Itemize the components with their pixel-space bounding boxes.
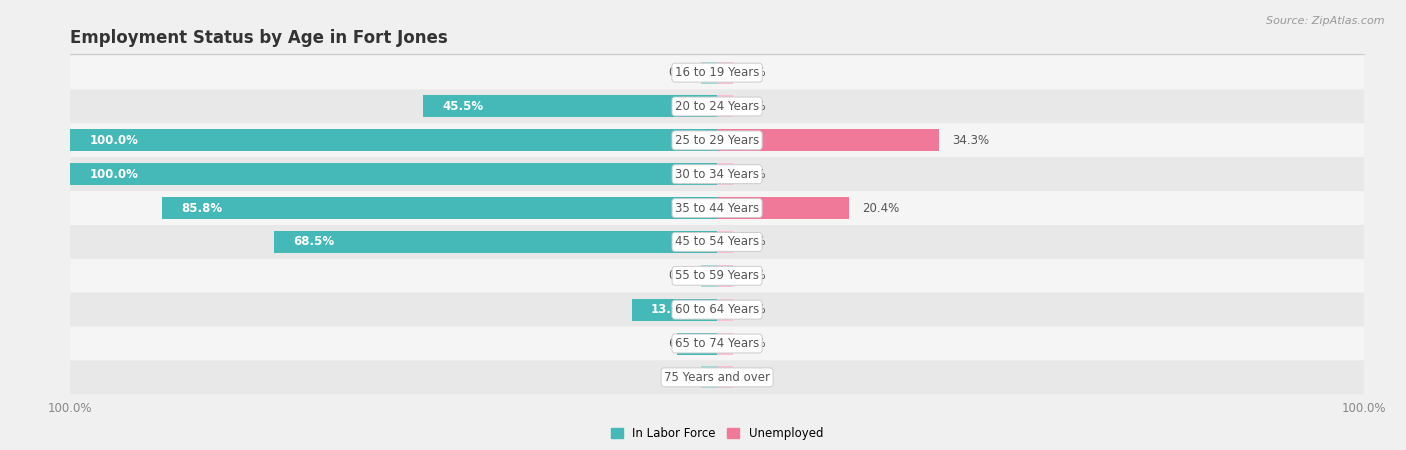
Bar	[717, 231, 734, 253]
Text: Source: ZipAtlas.com: Source: ZipAtlas.com	[1267, 16, 1385, 26]
Text: 100.0%: 100.0%	[90, 134, 139, 147]
Bar	[631, 299, 717, 321]
Bar	[717, 129, 939, 151]
Bar	[717, 366, 734, 388]
Bar	[274, 231, 717, 253]
Text: 0.0%: 0.0%	[668, 371, 697, 384]
FancyBboxPatch shape	[70, 191, 1364, 225]
Bar	[717, 163, 734, 185]
Text: 0.0%: 0.0%	[737, 337, 766, 350]
Text: 68.5%: 68.5%	[294, 235, 335, 248]
Bar	[717, 62, 734, 84]
Legend: In Labor Force, Unemployed: In Labor Force, Unemployed	[606, 423, 828, 445]
Text: 20 to 24 Years: 20 to 24 Years	[675, 100, 759, 113]
Text: 0.0%: 0.0%	[737, 303, 766, 316]
Text: 100.0%: 100.0%	[90, 168, 139, 181]
Bar	[717, 95, 734, 117]
Bar	[676, 333, 717, 355]
FancyBboxPatch shape	[70, 56, 1364, 90]
Bar	[700, 366, 717, 388]
Text: 30 to 34 Years: 30 to 34 Years	[675, 168, 759, 181]
Bar	[717, 299, 734, 321]
Text: 6.2%: 6.2%	[668, 337, 697, 350]
Bar	[423, 95, 717, 117]
FancyBboxPatch shape	[70, 123, 1364, 158]
Text: 55 to 59 Years: 55 to 59 Years	[675, 269, 759, 282]
FancyBboxPatch shape	[70, 225, 1364, 259]
Text: 0.0%: 0.0%	[668, 269, 697, 282]
Bar	[717, 333, 734, 355]
Text: 75 Years and over: 75 Years and over	[664, 371, 770, 384]
Text: 65 to 74 Years: 65 to 74 Years	[675, 337, 759, 350]
Bar	[717, 197, 849, 219]
Bar	[700, 62, 717, 84]
Text: 0.0%: 0.0%	[737, 100, 766, 113]
Text: 16 to 19 Years: 16 to 19 Years	[675, 66, 759, 79]
Text: 0.0%: 0.0%	[737, 66, 766, 79]
FancyBboxPatch shape	[70, 327, 1364, 360]
Text: 35 to 44 Years: 35 to 44 Years	[675, 202, 759, 215]
Text: 60 to 64 Years: 60 to 64 Years	[675, 303, 759, 316]
FancyBboxPatch shape	[70, 90, 1364, 123]
Text: 0.0%: 0.0%	[668, 66, 697, 79]
Text: 13.2%: 13.2%	[651, 303, 692, 316]
Text: 0.0%: 0.0%	[737, 235, 766, 248]
Text: 34.3%: 34.3%	[952, 134, 988, 147]
Bar	[162, 197, 717, 219]
Text: Employment Status by Age in Fort Jones: Employment Status by Age in Fort Jones	[70, 29, 449, 47]
Bar	[700, 265, 717, 287]
Text: 20.4%: 20.4%	[862, 202, 900, 215]
Text: 25 to 29 Years: 25 to 29 Years	[675, 134, 759, 147]
Bar	[70, 163, 717, 185]
Text: 85.8%: 85.8%	[181, 202, 222, 215]
Text: 45.5%: 45.5%	[441, 100, 484, 113]
FancyBboxPatch shape	[70, 360, 1364, 394]
Text: 45 to 54 Years: 45 to 54 Years	[675, 235, 759, 248]
Bar	[70, 129, 717, 151]
FancyBboxPatch shape	[70, 292, 1364, 327]
Text: 0.0%: 0.0%	[737, 168, 766, 181]
Text: 0.0%: 0.0%	[737, 371, 766, 384]
FancyBboxPatch shape	[70, 259, 1364, 292]
FancyBboxPatch shape	[70, 158, 1364, 191]
Bar	[717, 265, 734, 287]
Text: 0.0%: 0.0%	[737, 269, 766, 282]
